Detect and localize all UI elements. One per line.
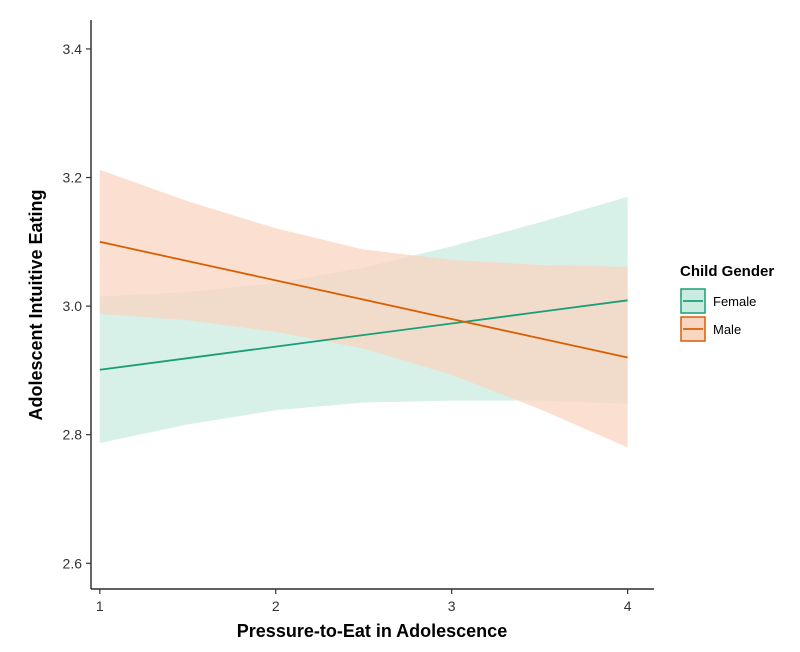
x-axis-title: Pressure-to-Eat in Adolescence [237,621,507,641]
y-tick-label: 3.2 [63,170,83,186]
male-confidence-band [99,169,628,448]
x-tick-label: 1 [96,598,104,614]
legend-item-female: Female [680,288,756,314]
x-tick-label: 3 [448,598,456,614]
legend-title: Child Gender [680,263,774,280]
x-axis-ticks: 1 2 3 4 [96,589,632,614]
female-series-line [99,299,628,371]
legend-item-male: Male [680,316,741,342]
series-lines [99,240,628,371]
y-axis-title: Adolescent Intuitive Eating [26,189,46,420]
male-series-line [99,240,628,359]
y-tick-label: 2.6 [63,555,83,571]
confidence-bands [99,169,628,448]
x-tick-label: 4 [624,598,632,614]
y-axis-ticks: 2.6 2.8 3.0 3.2 3.4 [63,41,91,571]
legend: Child Gender Female Male [680,263,774,342]
y-tick-label: 2.8 [63,427,83,443]
y-tick-label: 3.0 [63,298,83,314]
legend-label: Male [713,322,741,337]
y-tick-label: 3.4 [63,41,83,57]
legend-label: Female [713,294,756,309]
x-tick-label: 2 [272,598,280,614]
